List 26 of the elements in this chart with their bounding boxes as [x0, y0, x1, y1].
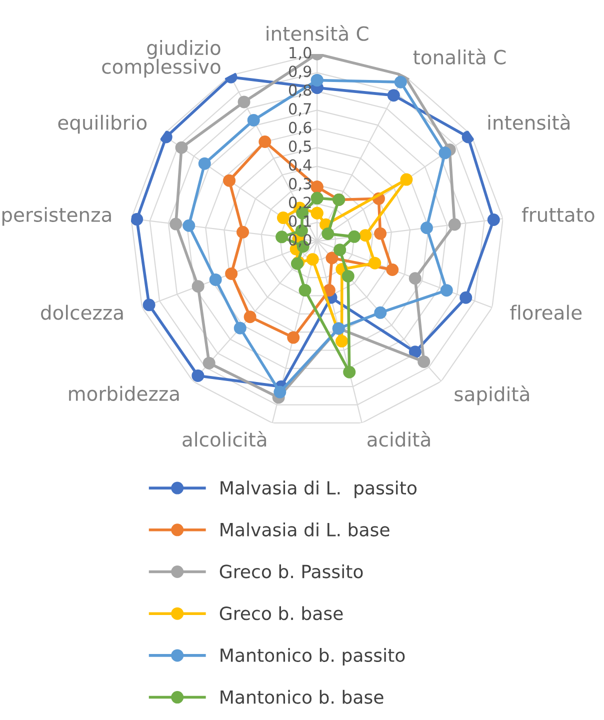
spoke-label: persistenza	[2, 206, 111, 226]
y-tick-label: 0,3	[288, 178, 312, 192]
legend-label: Mantonico b. passito	[220, 648, 405, 666]
spoke-label: sapidità	[454, 386, 529, 406]
legend-label: Greco b. base	[220, 606, 343, 620]
spoke-label: floreale	[510, 304, 582, 320]
y-tick-label: 0,7	[288, 103, 311, 116]
y-tick-label: 0,0	[288, 234, 312, 248]
spoke-label: dolcezza	[41, 304, 123, 320]
legend-label: Greco b. Passito	[220, 564, 363, 578]
legend-label: Mantonico b. base	[220, 690, 384, 704]
y-tick-label: 0,5	[288, 140, 311, 154]
spoke-label: intensità C	[266, 25, 368, 41]
spoke-label: acidità	[368, 430, 430, 447]
spoke-label: equilibrio	[58, 114, 147, 134]
spoke-label: fruttato	[522, 206, 594, 222]
spoke-label: alcolicità	[182, 430, 266, 447]
y-tick-label: 0,6	[288, 122, 312, 135]
y-tick-label: 1,0	[290, 46, 312, 60]
spoke-label: tonalità C	[413, 48, 506, 65]
spoke-label: morbidezza	[69, 386, 179, 401]
legend-label: Malvasia di L. passito	[220, 480, 417, 498]
spoke-label: intensità	[488, 114, 570, 130]
legend-label: Malvasia di L. base	[220, 522, 390, 536]
y-tick-label: 0,9	[288, 66, 312, 79]
spoke-label: giudizio complessivo	[102, 40, 220, 78]
